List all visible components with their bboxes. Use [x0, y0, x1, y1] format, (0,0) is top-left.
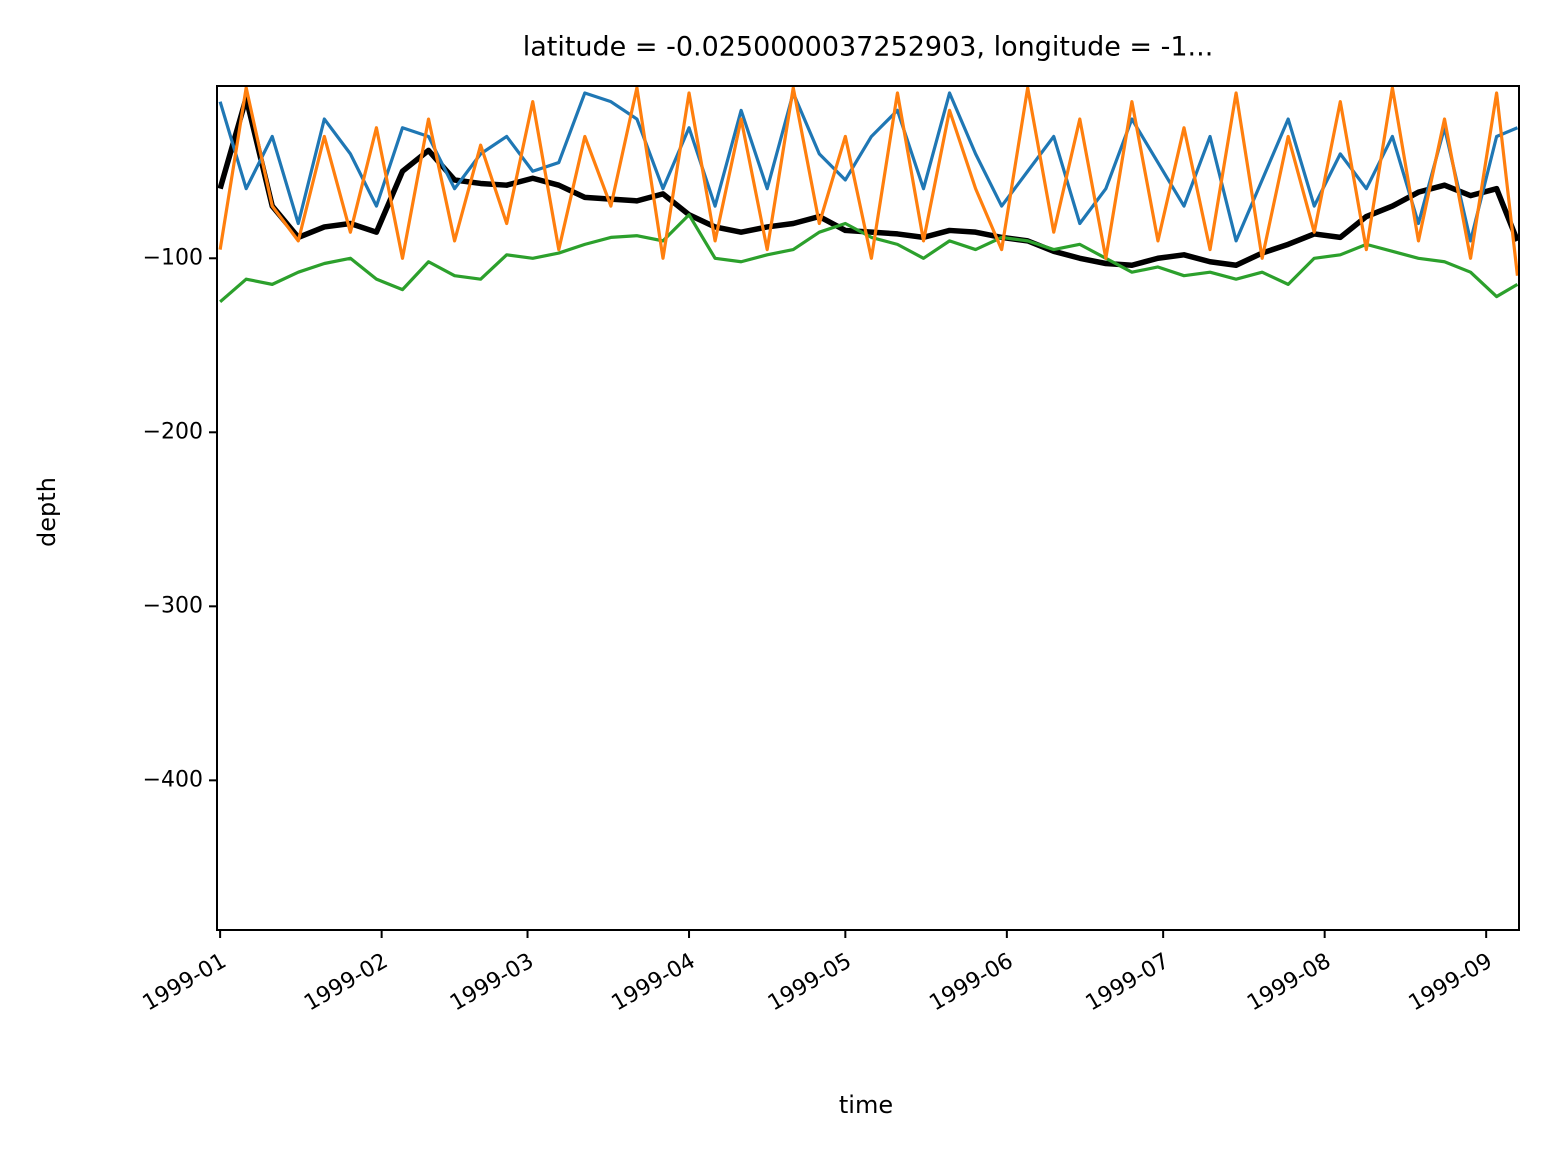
y-axis-label: depth: [33, 477, 61, 547]
y-tick-label: −300: [143, 593, 203, 618]
x-axis-label: time: [839, 1091, 893, 1119]
series-line: [219, 213, 1519, 303]
series-line: [218, 86, 1519, 276]
chart-title: latitude = -0.0250000037252903, longitud…: [523, 32, 1214, 63]
y-tick-label: −100: [143, 245, 203, 270]
plot-frame: [216, 85, 1520, 931]
y-tick-label: −400: [143, 767, 203, 792]
y-tick-label: −200: [143, 419, 203, 444]
plot-lines: [217, 86, 1519, 303]
